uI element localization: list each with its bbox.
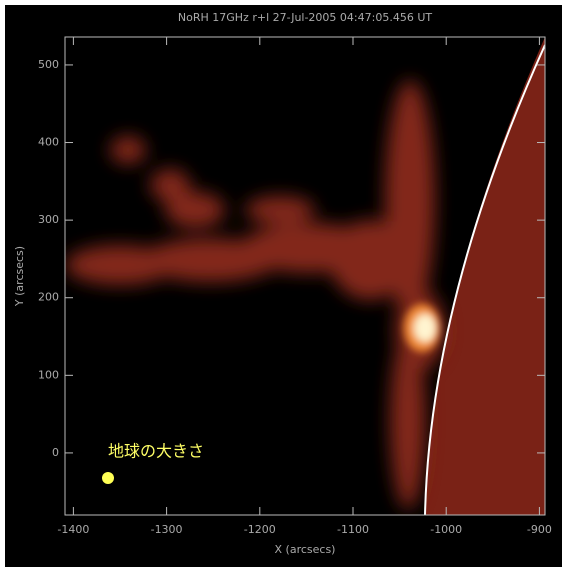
y-tick-label: 400 — [38, 136, 59, 149]
annotation: 地球の大きさ — [108, 442, 204, 461]
x-axis-label: X (arcsecs) — [275, 543, 336, 556]
y-tick-label: 300 — [38, 213, 59, 226]
x-tick-label: -1200 — [244, 523, 276, 536]
x-tick-label: -1100 — [337, 523, 369, 536]
y-axis-label: Y (arcsecs) — [13, 246, 26, 307]
y-tick-label: 100 — [38, 368, 59, 381]
y-tick-label: 500 — [38, 58, 59, 71]
y-tick-label: 0 — [52, 446, 59, 459]
chart: NoRH 17GHz r+l 27-Jul-2005 04:47:05.456 … — [0, 0, 567, 572]
x-tick-label: -900 — [527, 523, 552, 536]
x-tick-label: -1000 — [430, 523, 462, 536]
y-tick-label: 200 — [38, 291, 59, 304]
earth-size-marker — [102, 472, 114, 484]
chart-title: NoRH 17GHz r+l 27-Jul-2005 04:47:05.456 … — [178, 11, 432, 24]
x-tick-label: -1300 — [151, 523, 183, 536]
x-tick-label: -1400 — [57, 523, 89, 536]
